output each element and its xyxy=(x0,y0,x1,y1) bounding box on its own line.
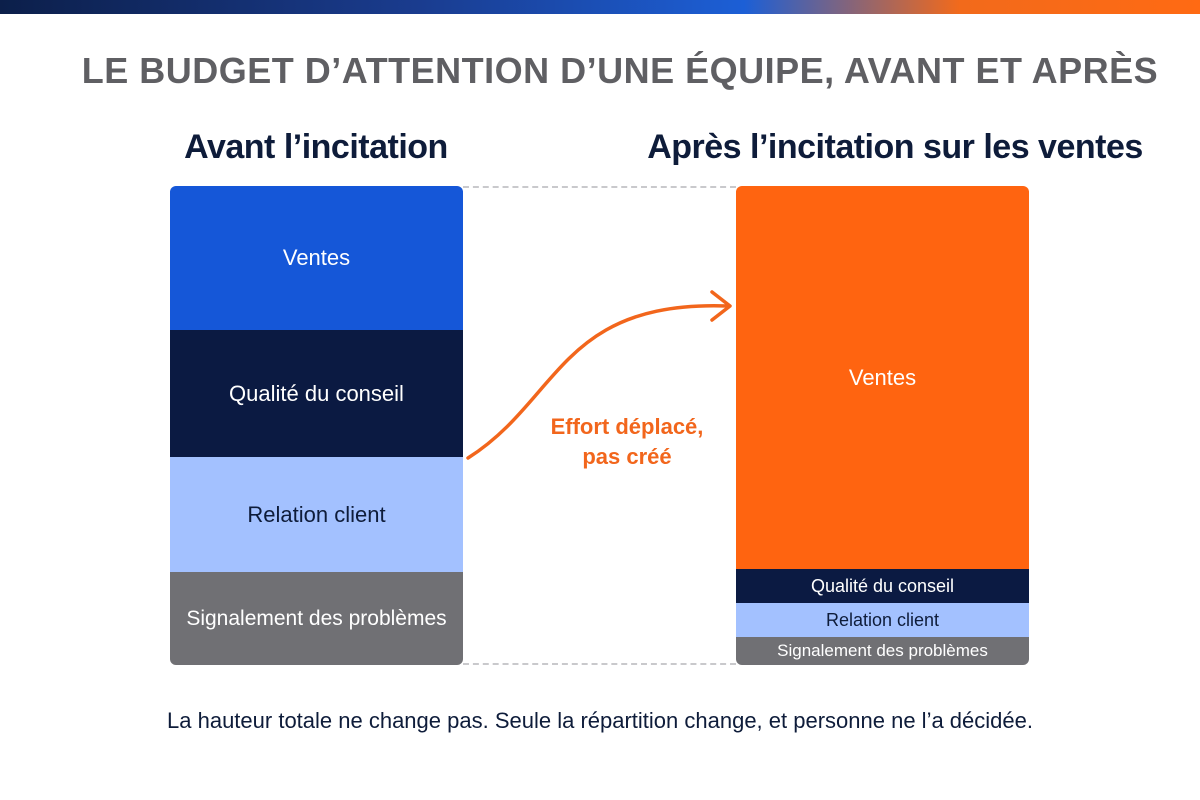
after-segment-ventes: Ventes xyxy=(736,186,1029,569)
before-segment-signalement-des-problèmes: Signalement des problèmes xyxy=(170,572,463,665)
after-segment-label: Relation client xyxy=(825,609,940,630)
before-segment-relation-client: Relation client xyxy=(170,457,463,572)
bottom-dashed-guide xyxy=(463,663,736,665)
shift-arrow-head-icon xyxy=(710,290,732,322)
after-segment-qualité-du-conseil: Qualité du conseil xyxy=(736,569,1029,603)
main-title: LE BUDGET D’ATTENTION D’UNE ÉQUIPE, AVAN… xyxy=(81,50,1159,91)
after-stacked-bar: Ventes Qualité du conseil Relation client S… xyxy=(736,186,1029,665)
before-segment-label: Signalement des problèmes xyxy=(186,606,447,630)
after-segment-label: Signalement des problèmes xyxy=(777,641,988,660)
before-segment-label: Ventes xyxy=(282,245,351,270)
shift-arrow-label: Effort déplacé, pas créé xyxy=(520,412,734,472)
after-segment-relation-client: Relation client xyxy=(736,603,1029,637)
shift-arrow-label-line1: Effort déplacé, xyxy=(550,414,704,439)
shift-arrow-label-line2: pas créé xyxy=(582,444,672,469)
top-accent-bar xyxy=(0,0,1200,14)
footnote: La hauteur totale ne change pas. Seule l… xyxy=(167,708,1033,733)
top-dashed-guide xyxy=(463,186,736,188)
after-segment-signalement-des-problèmes: Signalement des problèmes xyxy=(736,637,1029,665)
before-segment-ventes: Ventes xyxy=(170,186,463,330)
before-segment-label: Relation client xyxy=(247,501,386,527)
after-column-title: Après l’incitation sur les ventes xyxy=(647,128,1143,166)
before-segment-label: Qualité du conseil xyxy=(229,380,404,406)
after-segment-label: Qualité du conseil xyxy=(810,575,955,596)
after-segment-label: Ventes xyxy=(848,364,917,390)
before-segment-qualité-du-conseil: Qualité du conseil xyxy=(170,330,463,457)
before-column-title: Avant l’incitation xyxy=(184,128,448,166)
shift-arrow-curve xyxy=(466,304,730,460)
before-stacked-bar: Ventes Qualité du conseil Relation client S… xyxy=(170,186,463,665)
